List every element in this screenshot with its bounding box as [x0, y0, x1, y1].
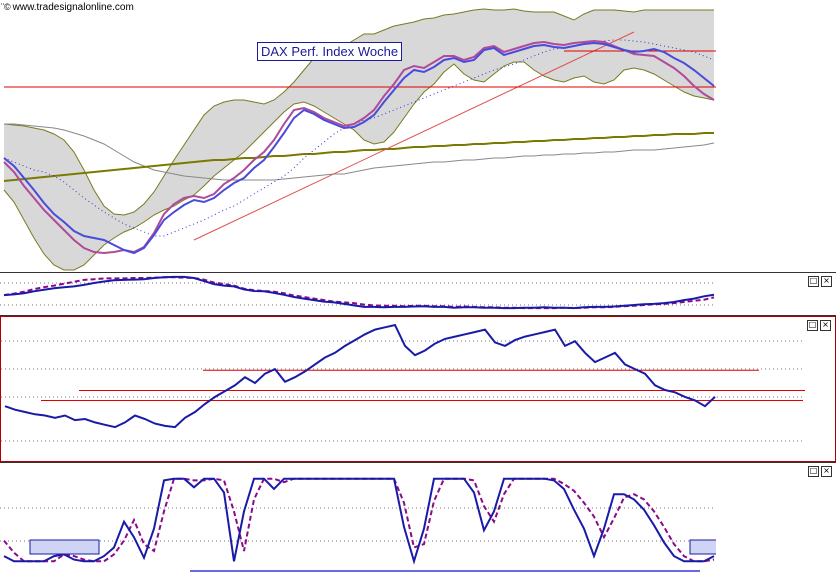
- trend-line: [193, 31, 635, 241]
- close-icon[interactable]: ×: [821, 276, 832, 287]
- moving-average-long: [3, 132, 714, 182]
- indicator-line: [3, 477, 715, 565]
- indicator-pane-2: □ ×: [0, 316, 836, 462]
- close-icon[interactable]: ×: [821, 466, 832, 477]
- price-chart: [3, 8, 768, 271]
- scale-marker-icon: [1, 3, 5, 5]
- band-upper-line: [3, 8, 714, 216]
- bollinger-band-fill: [4, 9, 714, 270]
- pane-controls-3: □ ×: [808, 466, 832, 477]
- indicator-chart-1: [0, 275, 836, 310]
- indicator-chart-2: [1, 323, 835, 442]
- maximize-icon[interactable]: □: [807, 320, 818, 331]
- pane-controls-1: □ ×: [808, 276, 832, 287]
- indicator-chart-3: [0, 477, 836, 572]
- indicator-line: [4, 323, 716, 429]
- indicator-pane-1: □ ×: [0, 273, 836, 316]
- highlight-box: [29, 539, 100, 555]
- price-pane: © www.tradesignalonline.com DAX Perf. Ind…: [0, 0, 836, 273]
- indicator-3-scale-area: [716, 463, 836, 573]
- moving-average-grey: [4, 123, 715, 181]
- price-line-secondary: [3, 39, 715, 255]
- maximize-icon[interactable]: □: [808, 276, 819, 287]
- close-icon[interactable]: ×: [820, 320, 831, 331]
- indicator-2-scale-area: [805, 317, 835, 461]
- price-line: [3, 41, 715, 255]
- band-lower-line: [3, 61, 715, 271]
- watermark-site: www.tradesignalonline.com: [12, 2, 134, 13]
- copyright-symbol: ©: [4, 2, 11, 12]
- indicator-pane-3: □ ×: [0, 462, 836, 573]
- watermark: © www.tradesignalonline.com: [4, 2, 134, 13]
- indicator-line: [3, 275, 715, 310]
- chart-title: DAX Perf. Index Woche: [257, 42, 403, 61]
- price-scale-area: [716, 0, 836, 272]
- signal-line-dashed: [3, 276, 715, 310]
- maximize-icon[interactable]: □: [808, 466, 819, 477]
- pane-controls-2: □ ×: [807, 320, 831, 331]
